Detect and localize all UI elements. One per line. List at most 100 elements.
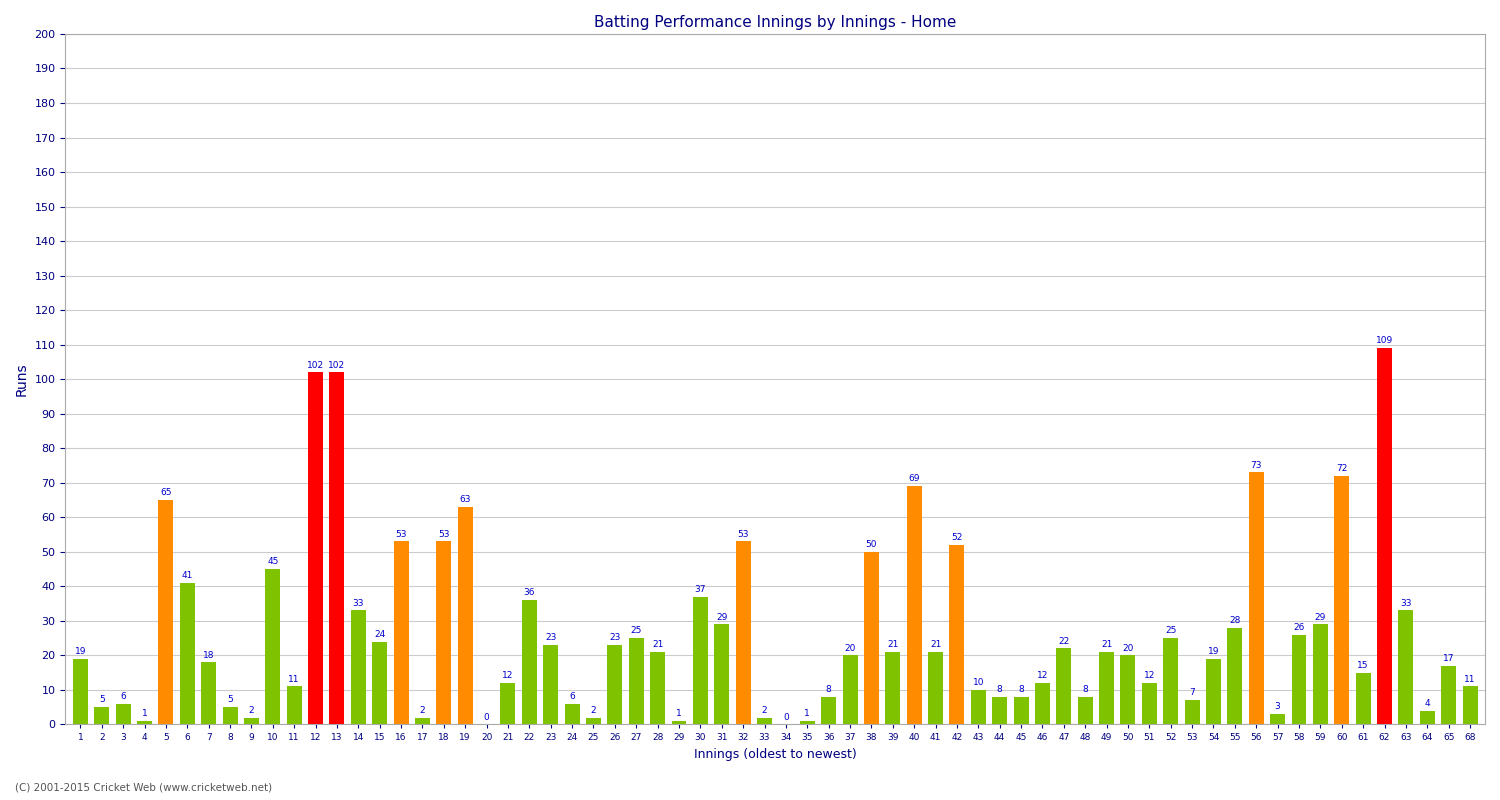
- Bar: [393, 542, 408, 725]
- Text: 20: 20: [1122, 644, 1134, 653]
- Bar: [821, 697, 836, 725]
- Bar: [950, 545, 964, 725]
- Bar: [308, 372, 322, 725]
- Text: 63: 63: [459, 495, 471, 504]
- Text: 12: 12: [1143, 671, 1155, 680]
- Bar: [608, 645, 622, 725]
- Text: 8: 8: [998, 685, 1002, 694]
- Bar: [758, 718, 772, 725]
- Text: 8: 8: [827, 685, 831, 694]
- Text: 4: 4: [1425, 699, 1430, 708]
- Text: 33: 33: [1400, 598, 1411, 608]
- Text: 10: 10: [972, 678, 984, 687]
- Text: 2: 2: [420, 706, 426, 714]
- Text: 25: 25: [630, 626, 642, 635]
- Text: 65: 65: [160, 488, 171, 498]
- Bar: [800, 721, 814, 725]
- Bar: [522, 600, 537, 725]
- Bar: [266, 569, 280, 725]
- Bar: [244, 718, 260, 725]
- X-axis label: Innings (oldest to newest): Innings (oldest to newest): [694, 748, 856, 761]
- Bar: [1120, 655, 1136, 725]
- Bar: [1462, 686, 1478, 725]
- Y-axis label: Runs: Runs: [15, 362, 28, 396]
- Text: 3: 3: [1275, 702, 1281, 711]
- Bar: [351, 610, 366, 725]
- Text: 23: 23: [544, 634, 556, 642]
- Bar: [330, 372, 345, 725]
- Bar: [1398, 610, 1413, 725]
- Bar: [1356, 673, 1371, 725]
- Bar: [416, 718, 430, 725]
- Bar: [672, 721, 687, 725]
- Bar: [1270, 714, 1286, 725]
- Text: 69: 69: [909, 474, 920, 483]
- Text: 23: 23: [609, 634, 621, 642]
- Bar: [180, 583, 195, 725]
- Text: 1: 1: [804, 710, 810, 718]
- Text: 18: 18: [202, 650, 214, 659]
- Bar: [843, 655, 858, 725]
- Bar: [222, 707, 237, 725]
- Text: 11: 11: [1464, 674, 1476, 684]
- Text: 22: 22: [1058, 637, 1070, 646]
- Bar: [693, 597, 708, 725]
- Text: 12: 12: [1036, 671, 1048, 680]
- Text: 28: 28: [1228, 616, 1240, 625]
- Text: 19: 19: [75, 647, 86, 656]
- Bar: [992, 697, 1006, 725]
- Bar: [136, 721, 152, 725]
- Text: 41: 41: [182, 571, 194, 580]
- Bar: [1442, 666, 1456, 725]
- Text: 19: 19: [1208, 647, 1219, 656]
- Text: 6: 6: [568, 692, 574, 701]
- Text: 37: 37: [694, 585, 706, 594]
- Text: 29: 29: [1314, 613, 1326, 622]
- Bar: [628, 638, 644, 725]
- Bar: [501, 683, 516, 725]
- Text: 53: 53: [396, 530, 406, 538]
- Title: Batting Performance Innings by Innings - Home: Batting Performance Innings by Innings -…: [594, 15, 957, 30]
- Bar: [1206, 659, 1221, 725]
- Text: 73: 73: [1251, 461, 1262, 470]
- Bar: [286, 686, 302, 725]
- Text: 24: 24: [374, 630, 386, 638]
- Text: 21: 21: [652, 640, 663, 649]
- Bar: [1077, 697, 1092, 725]
- Text: 17: 17: [1443, 654, 1455, 663]
- Text: 0: 0: [483, 713, 489, 722]
- Bar: [1035, 683, 1050, 725]
- Bar: [201, 662, 216, 725]
- Bar: [1162, 638, 1178, 725]
- Bar: [458, 507, 472, 725]
- Bar: [906, 486, 921, 725]
- Bar: [436, 542, 451, 725]
- Bar: [650, 652, 664, 725]
- Bar: [116, 704, 130, 725]
- Bar: [1420, 710, 1436, 725]
- Bar: [1250, 472, 1263, 725]
- Text: 2: 2: [249, 706, 254, 714]
- Text: 109: 109: [1376, 336, 1394, 346]
- Text: 20: 20: [844, 644, 855, 653]
- Bar: [74, 659, 88, 725]
- Text: 21: 21: [886, 640, 898, 649]
- Text: 2: 2: [591, 706, 597, 714]
- Bar: [1185, 700, 1200, 725]
- Text: 50: 50: [865, 540, 877, 549]
- Text: 36: 36: [524, 588, 536, 598]
- Bar: [543, 645, 558, 725]
- Text: 52: 52: [951, 533, 963, 542]
- Text: 21: 21: [930, 640, 940, 649]
- Text: 53: 53: [438, 530, 450, 538]
- Text: 25: 25: [1166, 626, 1176, 635]
- Text: 15: 15: [1358, 661, 1370, 670]
- Bar: [1227, 628, 1242, 725]
- Text: 8: 8: [1083, 685, 1088, 694]
- Bar: [159, 500, 174, 725]
- Text: 11: 11: [288, 674, 300, 684]
- Bar: [970, 690, 986, 725]
- Text: 33: 33: [352, 598, 364, 608]
- Text: 5: 5: [99, 695, 105, 704]
- Text: 12: 12: [503, 671, 513, 680]
